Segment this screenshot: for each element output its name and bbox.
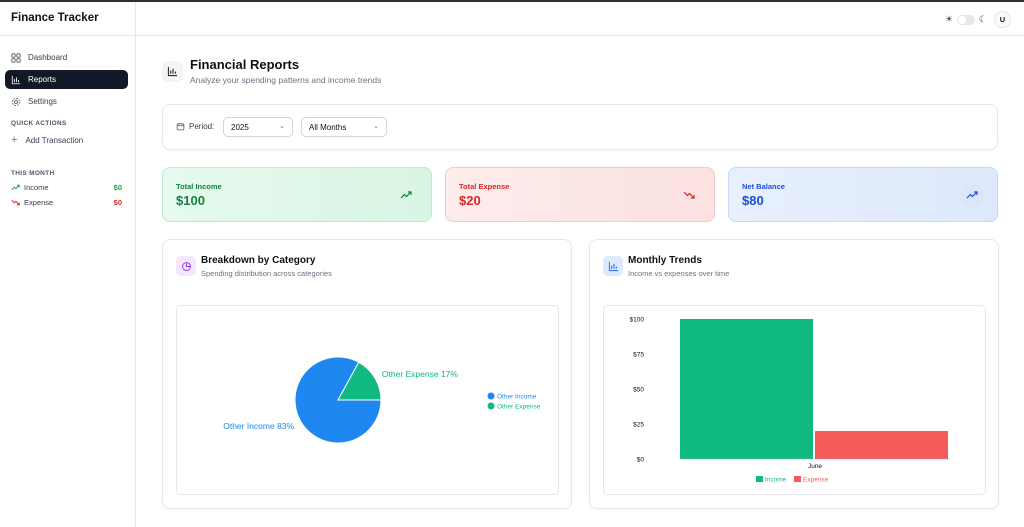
net-balance-value: $80: [742, 193, 764, 208]
legend-swatch: [756, 476, 763, 482]
page-title: Financial Reports: [190, 57, 300, 72]
breakdown-panel: Breakdown by Category Spending distribut…: [162, 239, 572, 509]
moon-icon: ☾: [978, 14, 987, 24]
avatar[interactable]: U: [994, 11, 1011, 28]
app-title: Finance Tracker: [0, 2, 135, 36]
add-transaction-button[interactable]: + Add Transaction: [0, 135, 135, 146]
trends-panel: Monthly Trends Income vs expenses over t…: [589, 239, 999, 509]
trending-down-icon: [677, 183, 701, 207]
month-income-value: $0: [113, 183, 122, 192]
month-income-label: Income: [24, 183, 49, 192]
total-income-value: $100: [176, 193, 205, 208]
grid-icon: [11, 52, 21, 63]
month-income-row: Income $0: [0, 183, 135, 192]
total-expense-label: Total Expense: [459, 182, 510, 191]
x-tick-label: June: [808, 463, 822, 470]
total-expense-card: Total Expense $20: [445, 167, 715, 222]
top-header: ☀ ☾ U: [136, 2, 1024, 36]
y-tick-label: $100: [630, 317, 645, 324]
quick-actions-heading: QUICK ACTIONS: [11, 120, 67, 127]
pie-slice-other-income: [294, 356, 382, 444]
breakdown-subtitle: Spending distribution across categories: [201, 269, 332, 278]
y-tick-label: $75: [633, 352, 644, 359]
pie-chart-frame: Other Income 83% Other Expense 17% Other I…: [176, 305, 559, 495]
sidebar-item-label: Dashboard: [28, 53, 68, 62]
legend-label: Other Expense: [497, 404, 541, 411]
pie-slice-other-expense: [337, 361, 382, 401]
pie-slice-label: Other Expense 17%: [382, 369, 459, 379]
this-month-heading: THIS MONTH: [11, 170, 55, 177]
total-expense-value: $20: [459, 193, 481, 208]
theme-toggle[interactable]: [956, 14, 975, 25]
legend-label: Income: [765, 477, 787, 484]
month-select[interactable]: All Months ⌄: [301, 117, 387, 137]
trends-title: Monthly Trends: [628, 255, 702, 266]
trending-down-icon: [11, 199, 20, 206]
sidebar: Finance Tracker Dashboard Reports Settin…: [0, 2, 136, 527]
month-select-value: All Months: [309, 122, 347, 132]
net-balance-label: Net Balance: [742, 182, 785, 191]
chevron-down-icon: ⌄: [373, 123, 379, 130]
plus-icon: +: [11, 134, 18, 146]
trending-up-icon: [960, 183, 984, 207]
period-filter: Period:: [176, 122, 214, 131]
sidebar-nav: Dashboard Reports Settings: [0, 36, 135, 111]
y-tick-label: $0: [637, 457, 645, 464]
sidebar-item-label: Settings: [28, 97, 57, 106]
legend-swatch: [487, 392, 495, 400]
sidebar-item-label: Reports: [28, 75, 57, 84]
filter-bar: Period: 2025 ⌄ All Months ⌄: [162, 104, 998, 150]
bar-chart-icon: [11, 75, 21, 84]
total-income-label: Total Income: [176, 182, 222, 191]
breakdown-title: Breakdown by Category: [201, 255, 316, 266]
legend-swatch: [794, 476, 801, 482]
y-tick-label: $25: [633, 422, 644, 429]
period-label: Period:: [189, 122, 215, 131]
window-top-border: [0, 0, 1024, 2]
net-balance-card: Net Balance $80: [728, 167, 998, 222]
bar-chart-icon: [603, 256, 623, 276]
month-expense-label: Expense: [24, 198, 54, 207]
trending-up-icon: [394, 183, 418, 207]
sidebar-item-dashboard[interactable]: Dashboard: [5, 48, 128, 67]
bar-expense: [815, 431, 948, 459]
pie-chart-icon: [176, 256, 196, 276]
bar-chart-frame: $0 $25 $50 $75 $100 June Income Expense: [603, 305, 986, 495]
pie-chart: Other Income 83% Other Expense 17% Other I…: [223, 356, 541, 444]
month-expense-row: Expense $0: [0, 198, 135, 207]
trending-up-icon: [11, 184, 20, 191]
bar-chart: $0 $25 $50 $75 $100 June Income Expense: [630, 317, 950, 484]
legend-label: Expense: [803, 477, 829, 484]
calendar-icon: [176, 123, 185, 131]
reports-icon: [162, 61, 183, 82]
chevron-down-icon: ⌄: [279, 123, 285, 130]
y-tick-label: $50: [633, 387, 644, 394]
sidebar-item-reports[interactable]: Reports: [5, 70, 128, 89]
sidebar-item-settings[interactable]: Settings: [5, 92, 128, 111]
add-transaction-label: Add Transaction: [25, 136, 84, 145]
month-expense-value: $0: [113, 198, 122, 207]
year-select-value: 2025: [231, 122, 249, 132]
page-subtitle: Analyze your spending patterns and incom…: [190, 75, 382, 85]
legend-swatch: [487, 402, 495, 410]
bar-income: [680, 319, 813, 459]
gear-icon: [11, 97, 21, 106]
year-select[interactable]: 2025 ⌄: [223, 117, 293, 137]
trends-subtitle: Income vs expenses over time: [628, 269, 730, 278]
sun-icon: ☀: [944, 14, 953, 24]
legend-label: Other Income: [497, 394, 537, 401]
total-income-card: Total Income $100: [162, 167, 432, 222]
pie-slice-label: Other Income 83%: [223, 421, 294, 431]
